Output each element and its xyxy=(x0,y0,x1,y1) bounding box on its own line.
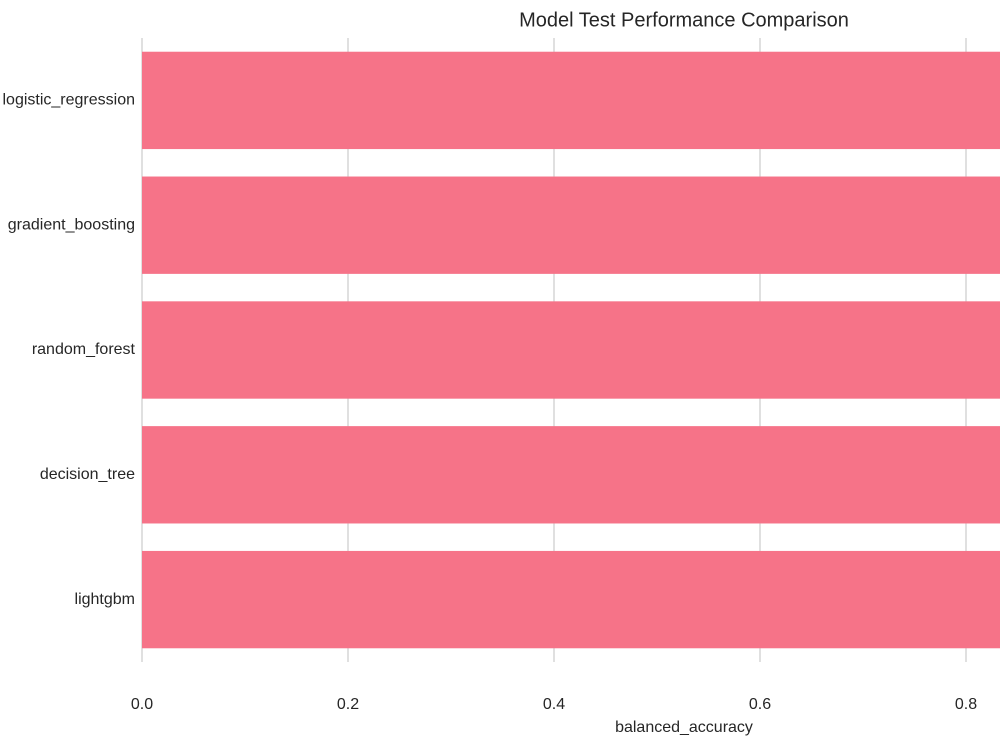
bar xyxy=(142,51,1000,150)
x-tick-label: 0.0 xyxy=(131,696,153,713)
x-axis-label: balanced_accuracy xyxy=(615,719,753,736)
bar xyxy=(142,550,1000,649)
bar xyxy=(142,176,1000,274)
y-tick-label: decision_tree xyxy=(40,466,135,483)
bars xyxy=(142,51,1000,649)
x-tick-label: 0.2 xyxy=(337,696,359,713)
y-tick-label: logistic_regression xyxy=(2,92,135,109)
bar xyxy=(142,301,1000,399)
x-tick-label: 0.8 xyxy=(955,696,977,713)
chart-title: Model Test Performance Comparison xyxy=(519,9,849,31)
y-tick-label: random_forest xyxy=(32,341,136,358)
x-tick-label: 0.6 xyxy=(749,696,771,713)
y-tick-label: gradient_boosting xyxy=(8,216,135,233)
x-tick-label: 0.4 xyxy=(543,696,565,713)
bar xyxy=(142,426,1000,524)
y-tick-label: lightgbm xyxy=(75,591,135,608)
